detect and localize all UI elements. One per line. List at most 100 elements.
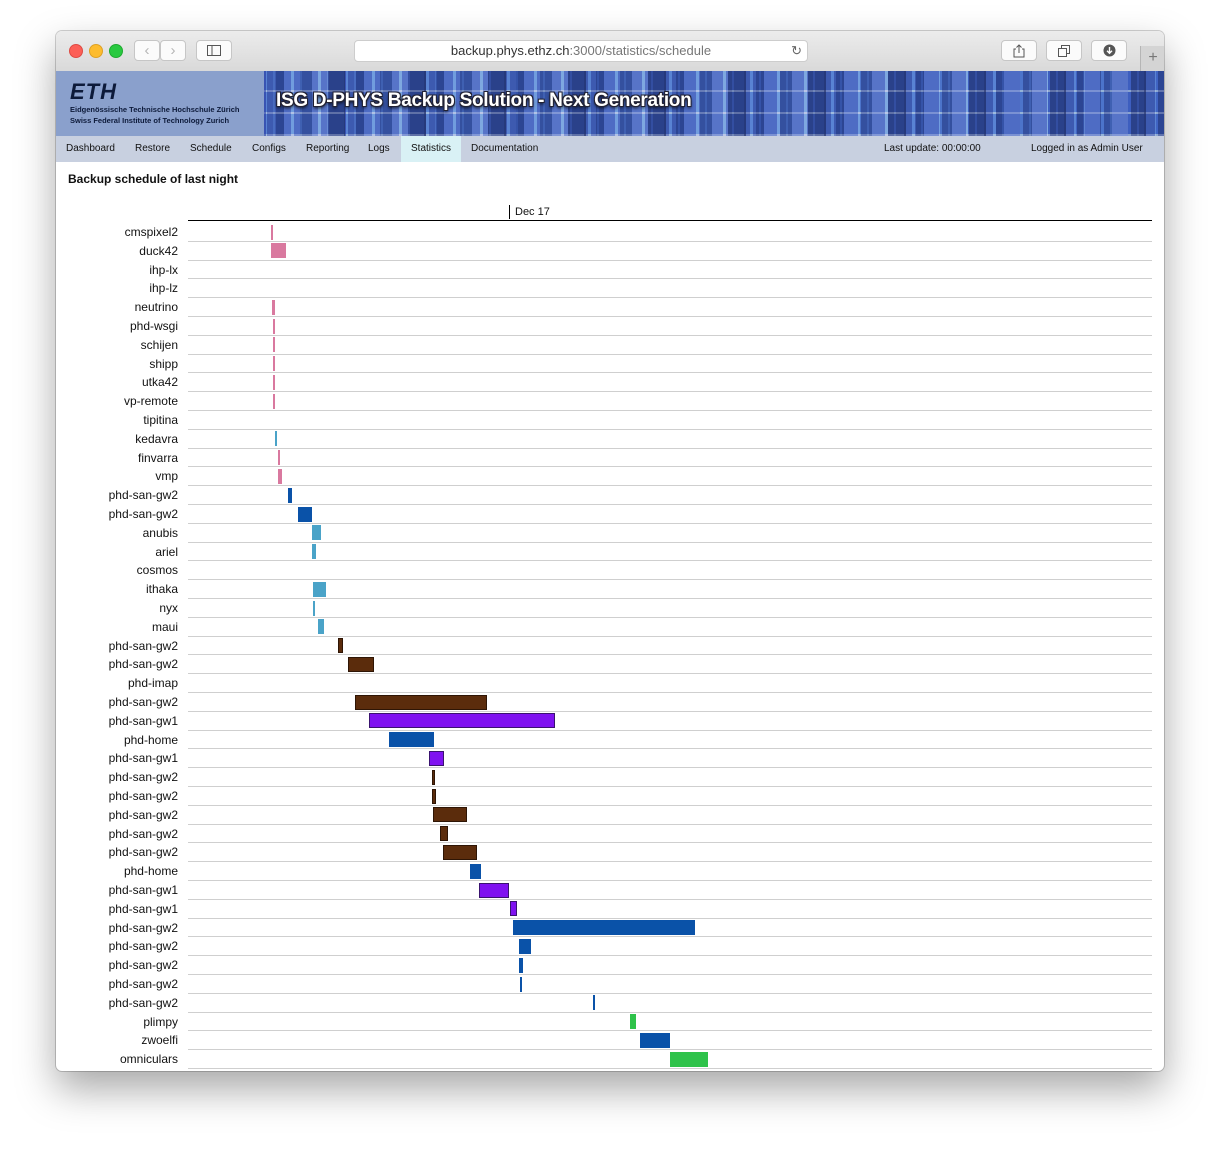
schedule-bar[interactable] <box>670 1051 708 1067</box>
schedule-bar[interactable] <box>278 468 282 484</box>
new-tab-button[interactable]: + <box>1140 46 1164 71</box>
schedule-bar[interactable] <box>440 826 448 842</box>
schedule-bar[interactable] <box>389 732 434 748</box>
schedule-bar[interactable] <box>432 788 436 804</box>
server-rack-image <box>264 71 1164 136</box>
reload-icon[interactable]: ↻ <box>791 43 802 58</box>
share-icon <box>1013 44 1025 58</box>
row-label: ariel <box>155 544 178 559</box>
schedule-bar[interactable] <box>273 374 275 390</box>
row-label: phd-san-gw2 <box>108 920 178 935</box>
zoom-window-button[interactable] <box>109 44 123 58</box>
schedule-bar[interactable] <box>443 844 477 860</box>
menu-item-logs[interactable]: Logs <box>368 143 390 154</box>
show-tabs-button[interactable] <box>1046 40 1082 61</box>
chevron-right-icon: › <box>170 42 176 59</box>
menu-item-dashboard[interactable]: Dashboard <box>66 143 115 154</box>
schedule-bar[interactable] <box>312 544 316 560</box>
logged-in-user: Logged in as Admin User <box>1031 143 1143 154</box>
row-gridline <box>188 861 1152 863</box>
row-gridline <box>188 748 1152 750</box>
schedule-bar[interactable] <box>271 224 273 240</box>
address-bar[interactable]: backup.phys.ethz.ch:3000/statistics/sche… <box>354 40 808 62</box>
row-gridline <box>188 560 1152 562</box>
schedule-bar[interactable] <box>520 976 522 992</box>
schedule-bar[interactable] <box>273 393 275 409</box>
schedule-bar[interactable] <box>313 600 315 616</box>
row-label: phd-home <box>123 732 178 747</box>
menu-item-schedule[interactable]: Schedule <box>190 143 232 154</box>
main-menu: Dashboard Restore Schedule Configs Repor… <box>56 136 1164 162</box>
row-label: phd-san-gw2 <box>108 807 178 822</box>
sidebar-toggle-button[interactable] <box>196 40 232 61</box>
schedule-bar[interactable] <box>355 694 487 710</box>
schedule-bar[interactable] <box>593 995 595 1011</box>
row-label: kedavra <box>135 431 178 446</box>
row-label: phd-imap <box>127 676 178 691</box>
row-gridline <box>188 579 1152 581</box>
row-gridline <box>188 729 1152 731</box>
menu-item-configs[interactable]: Configs <box>252 143 286 154</box>
row-gridline <box>188 880 1152 881</box>
row-label: phd-san-gw2 <box>108 657 178 672</box>
schedule-bar[interactable] <box>640 1032 670 1048</box>
row-gridline <box>188 316 1152 317</box>
menu-item-statistics[interactable]: Statistics <box>401 136 462 162</box>
schedule-bar[interactable] <box>432 769 435 785</box>
back-button[interactable]: ‹ <box>134 40 160 61</box>
share-button[interactable] <box>1001 40 1037 61</box>
row-gridline <box>188 353 1152 355</box>
menu-item-reporting[interactable]: Reporting <box>306 143 350 154</box>
row-gridline <box>188 616 1152 618</box>
date-label: Dec 17 <box>515 206 550 218</box>
row-gridline <box>188 391 1152 393</box>
downloads-button[interactable] <box>1091 40 1127 61</box>
row-gridline <box>188 410 1152 411</box>
schedule-bar[interactable] <box>513 920 695 936</box>
schedule-bar[interactable] <box>479 882 509 898</box>
row-gridline <box>188 955 1152 957</box>
schedule-bar[interactable] <box>271 243 286 259</box>
schedule-bar[interactable] <box>273 318 275 334</box>
row-gridline <box>188 522 1152 524</box>
close-window-button[interactable] <box>69 44 83 58</box>
schedule-bar[interactable] <box>429 750 444 766</box>
menu-item-documentation[interactable]: Documentation <box>471 143 539 154</box>
schedule-bar[interactable] <box>298 506 312 522</box>
tabs-icon <box>1058 45 1070 57</box>
schedule-bar[interactable] <box>519 957 523 973</box>
schedule-bar[interactable] <box>312 525 321 541</box>
menu-item-restore[interactable]: Restore <box>135 143 171 154</box>
row-label: nyx <box>159 601 178 615</box>
schedule-bar[interactable] <box>313 581 326 597</box>
schedule-bar[interactable] <box>519 938 531 954</box>
row-gridline <box>188 1049 1152 1051</box>
schedule-bar[interactable] <box>338 638 343 654</box>
row-gridline <box>188 823 1152 825</box>
schedule-bar[interactable] <box>470 863 481 879</box>
schedule-bar[interactable] <box>369 713 555 729</box>
row-label: phd-home <box>123 864 178 879</box>
schedule-bar[interactable] <box>288 487 292 503</box>
schedule-bar[interactable] <box>273 337 275 353</box>
minimize-window-button[interactable] <box>89 44 103 58</box>
schedule-bar[interactable] <box>272 299 275 315</box>
row-label: plimpy <box>143 1014 178 1029</box>
schedule-bar[interactable] <box>433 807 467 823</box>
forward-button[interactable]: › <box>160 40 186 61</box>
row-gridline <box>188 1030 1152 1032</box>
row-gridline <box>188 334 1152 336</box>
schedule-bar[interactable] <box>630 1014 636 1030</box>
row-label: utka42 <box>141 375 178 390</box>
schedule-bar[interactable] <box>275 431 277 447</box>
schedule-bar[interactable] <box>348 656 374 672</box>
schedule-bar[interactable] <box>510 901 517 917</box>
schedule-bar[interactable] <box>278 450 280 466</box>
schedule-bar[interactable] <box>318 619 324 635</box>
browser-window: ‹ › backup.phys.ethz.ch:3000/statistics/… <box>56 31 1164 1071</box>
eth-logo[interactable]: ETH <box>70 79 117 104</box>
schedule-bar[interactable] <box>273 356 275 372</box>
row-label: omniculars <box>119 1052 178 1067</box>
row-gridline <box>188 278 1152 280</box>
row-label: phd-san-gw2 <box>108 958 178 973</box>
